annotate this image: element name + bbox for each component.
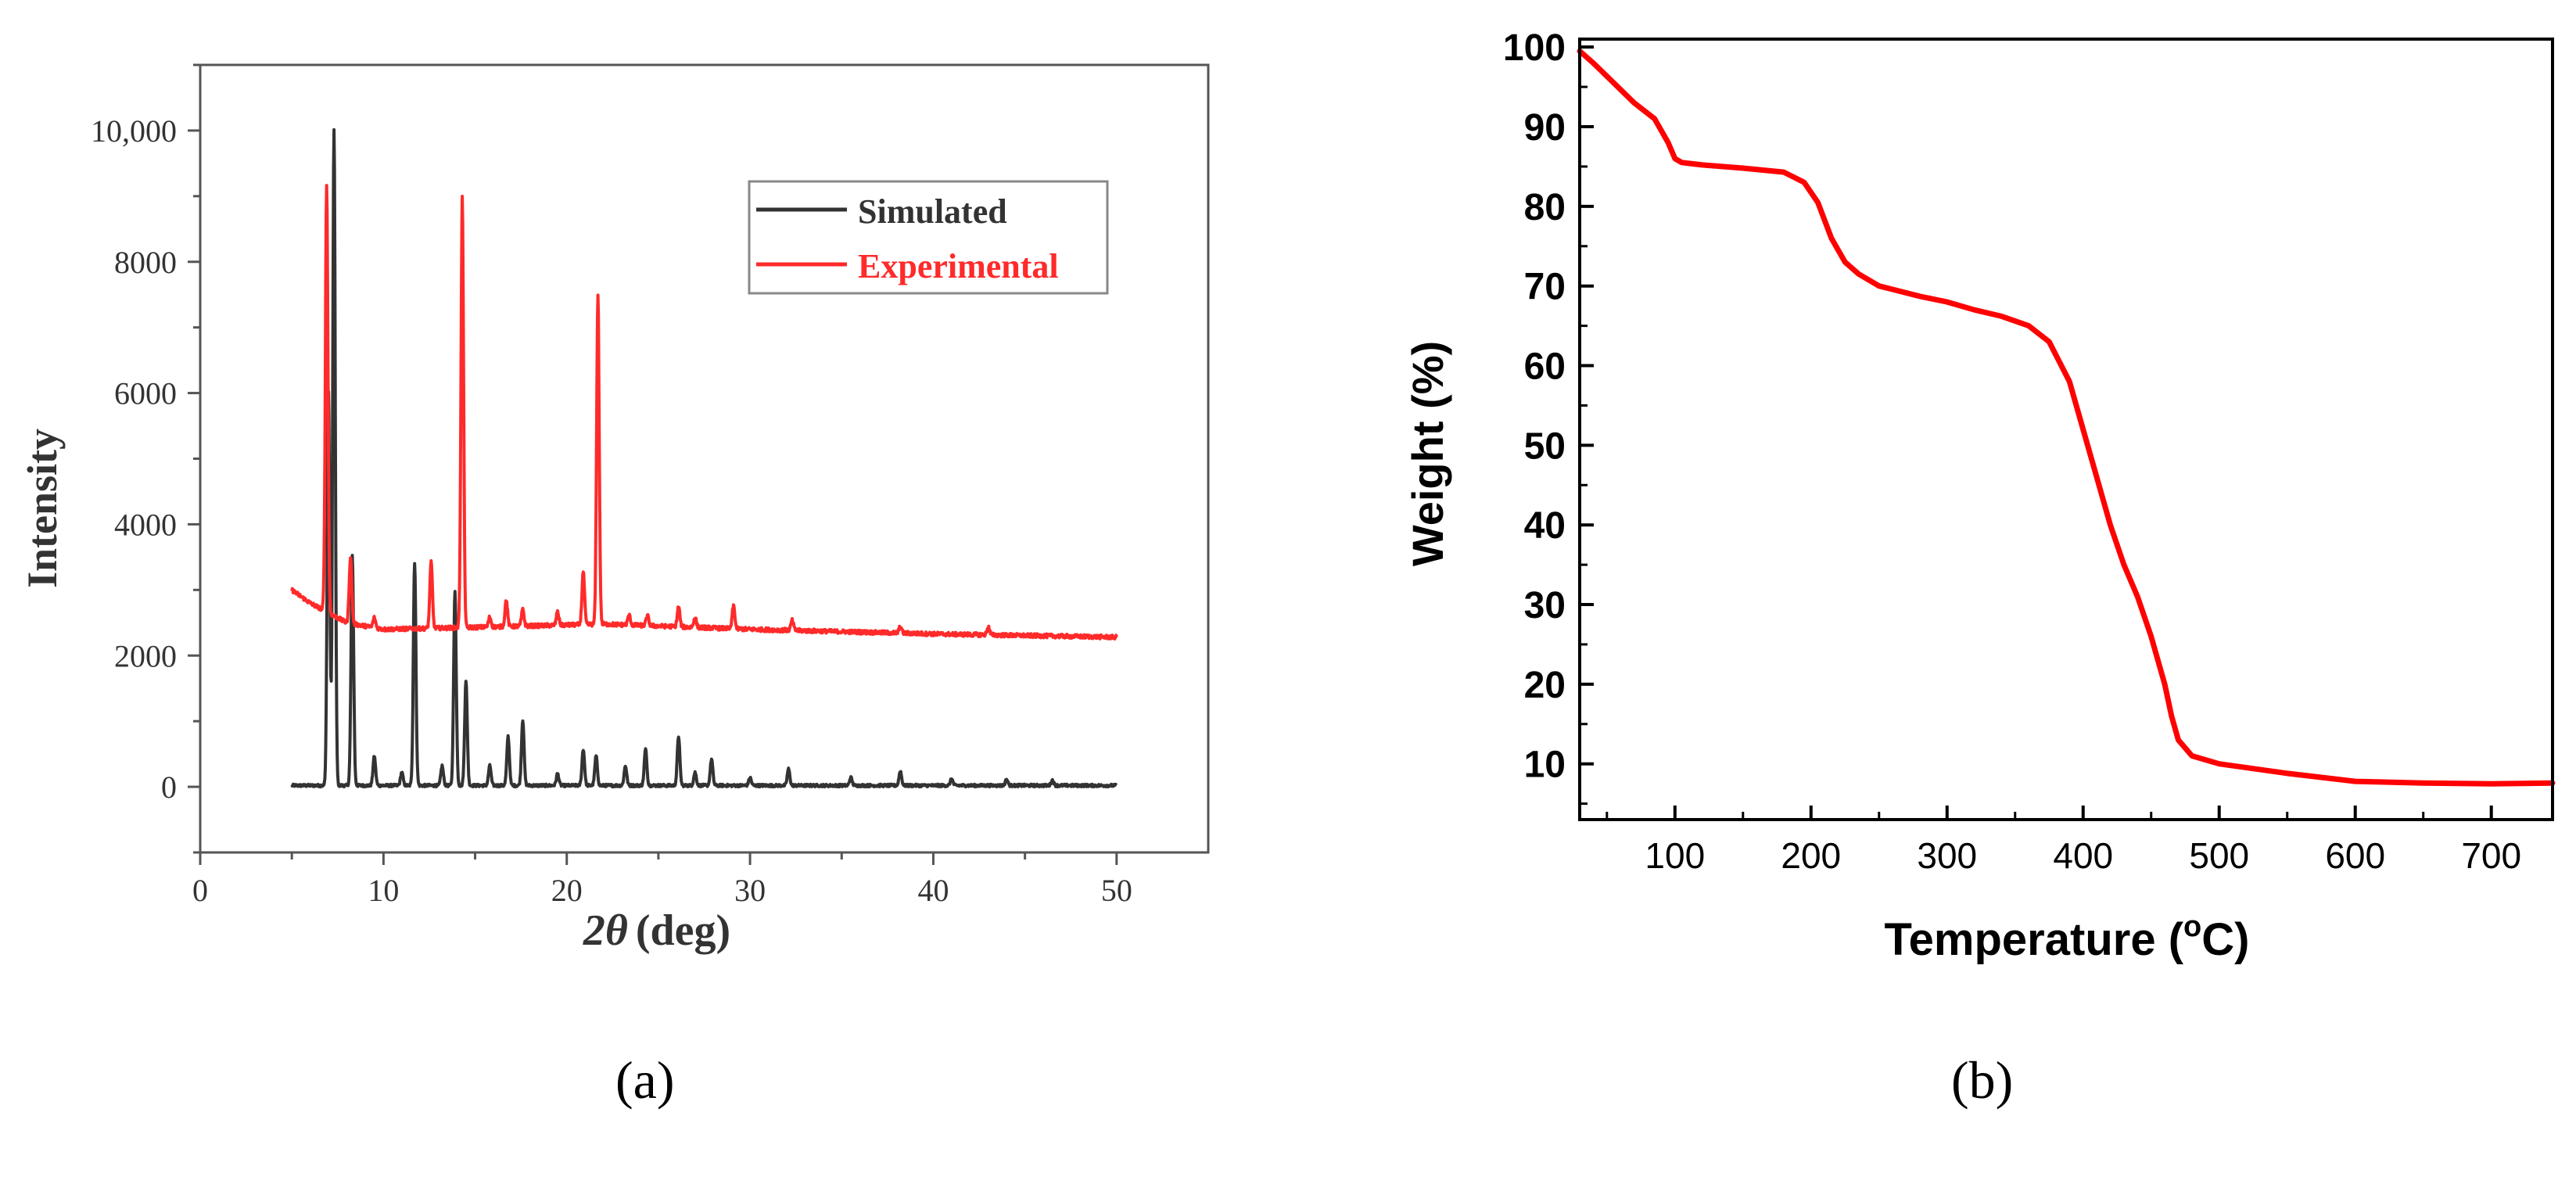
tga-y-tick-label: 100 [1503, 27, 1566, 69]
panel-label-b: (b) [1951, 1050, 2014, 1110]
tga-y-tick-label: 90 [1524, 107, 1566, 149]
xrd-axes: 0 10 20 30 40 50 0 2000 4000 6000 8000 10,000 [91, 63, 1132, 908]
tga-chart: 100 200 300 400 500 600 700 10 20 30 40 50 60 70 80 90 1… [1403, 27, 2556, 965]
xrd-x-tick-label: 30 [734, 873, 766, 908]
tga-x-tick-label: 700 [2461, 835, 2521, 876]
xrd-x-tick-label: 10 [368, 873, 399, 908]
tga-x-tick-label: 600 [2325, 835, 2385, 876]
tga-plot-frame [1578, 38, 2554, 821]
tga-series-weight [1577, 48, 2556, 787]
tga-y-tick-label: 70 [1524, 267, 1566, 308]
tga-x-tick-label: 400 [2053, 835, 2113, 876]
tga-x-tick-label: 500 [2189, 835, 2249, 876]
xrd-y-tick-label: 10,000 [91, 113, 177, 149]
tga-axes: 100 200 300 400 500 600 700 10 20 30 40 50 60 70 80 90 1… [1503, 27, 2521, 876]
xrd-legend: Simulated Experimental [748, 180, 1109, 295]
xrd-y-tick-label: 2000 [114, 638, 177, 673]
xrd-x-axis-unit: (deg) [636, 906, 730, 955]
xrd-x-tick-label: 50 [1101, 873, 1132, 908]
tga-y-tick-label: 80 [1524, 187, 1566, 228]
xrd-x-axis-title: 2θ (deg) [583, 906, 730, 955]
tga-series [1577, 48, 2556, 787]
legend-box [748, 180, 1109, 295]
xrd-chart: 0 10 20 30 40 50 0 2000 4000 6000 8000 10,000 Simul… [19, 63, 1210, 955]
tga-x-tick-label: 200 [1781, 835, 1841, 876]
tga-y-tick-label: 10 [1524, 745, 1566, 786]
xrd-series-experimental [290, 184, 1118, 641]
xrd-x-axis-symbol: 2θ [583, 906, 628, 955]
xrd-y-tick-label: 6000 [114, 376, 177, 411]
panel-label-a: (a) [615, 1050, 675, 1110]
tga-x-tick-label: 300 [1917, 835, 1977, 876]
tga-x-axis-main: Temperature ( [1885, 914, 2184, 965]
tga-y-tick-label: 50 [1524, 425, 1566, 467]
tga-y-tick-label: 30 [1524, 585, 1566, 626]
xrd-y-tick-label: 8000 [114, 245, 177, 280]
tga-x-axis-degree: o [2183, 910, 2201, 943]
xrd-y-tick-label: 4000 [114, 507, 177, 542]
tga-y-axis-title: Weight (%) [1403, 341, 1452, 566]
xrd-x-tick-label: 20 [551, 873, 583, 908]
xrd-y-tick-label: 0 [161, 770, 177, 805]
tga-x-axis-title: Temperature (oC) [1885, 910, 2250, 965]
tga-y-tick-label: 60 [1524, 346, 1566, 388]
xrd-x-tick-label: 40 [917, 873, 949, 908]
xrd-series-simulated [290, 127, 1118, 789]
xrd-y-axis-title: Intensity [19, 429, 66, 588]
tga-y-tick-label: 20 [1524, 665, 1566, 706]
tga-y-tick-label: 40 [1524, 505, 1566, 547]
legend-label-simulated: Simulated [858, 192, 1007, 231]
legend-label-experimental: Experimental [858, 247, 1059, 285]
tga-x-axis-end: C) [2201, 914, 2249, 965]
tga-x-tick-label: 100 [1645, 835, 1705, 876]
xrd-x-tick-label: 0 [192, 873, 208, 908]
xrd-series [290, 127, 1118, 789]
